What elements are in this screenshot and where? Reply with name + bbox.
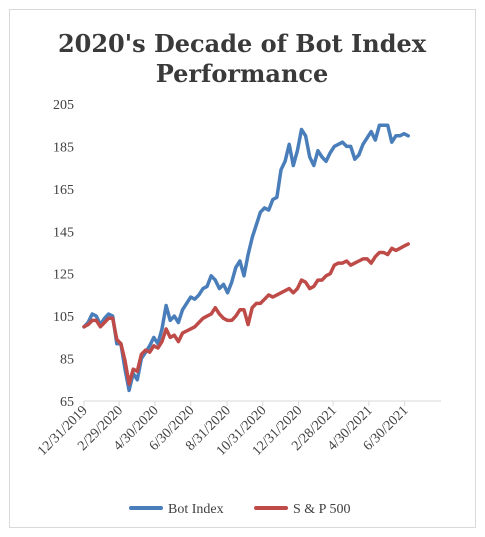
y-axis-ticks: 65 85 105 125 145 165 185 205 — [53, 98, 74, 410]
y-tick-label: 165 — [53, 183, 74, 198]
y-tick-label: 185 — [53, 140, 74, 155]
y-tick-label: 145 — [53, 225, 74, 240]
x-axis-ticks: 12/31/20192/29/20204/30/20206/30/20208/3… — [35, 401, 411, 459]
y-tick-label: 125 — [53, 268, 74, 283]
y-tick-label: 85 — [60, 353, 74, 368]
series-layer — [82, 123, 410, 393]
legend-label-sp500: S & P 500 — [293, 502, 350, 517]
y-tick-label: 105 — [53, 310, 74, 325]
chart-title-line-1: 2020's Decade of Bot Index — [58, 29, 427, 58]
y-tick-label: 205 — [53, 98, 74, 113]
series-line-sp500 — [82, 242, 410, 386]
chart-title: 2020's Decade of Bot Index Performance — [58, 29, 427, 88]
series-line-bot-index — [82, 123, 410, 393]
legend-label-bot-index: Bot Index — [168, 502, 224, 517]
y-tick-label: 65 — [60, 395, 74, 410]
chart-title-line-2: Performance — [156, 59, 329, 88]
legend: Bot Index S & P 500 — [129, 502, 350, 517]
